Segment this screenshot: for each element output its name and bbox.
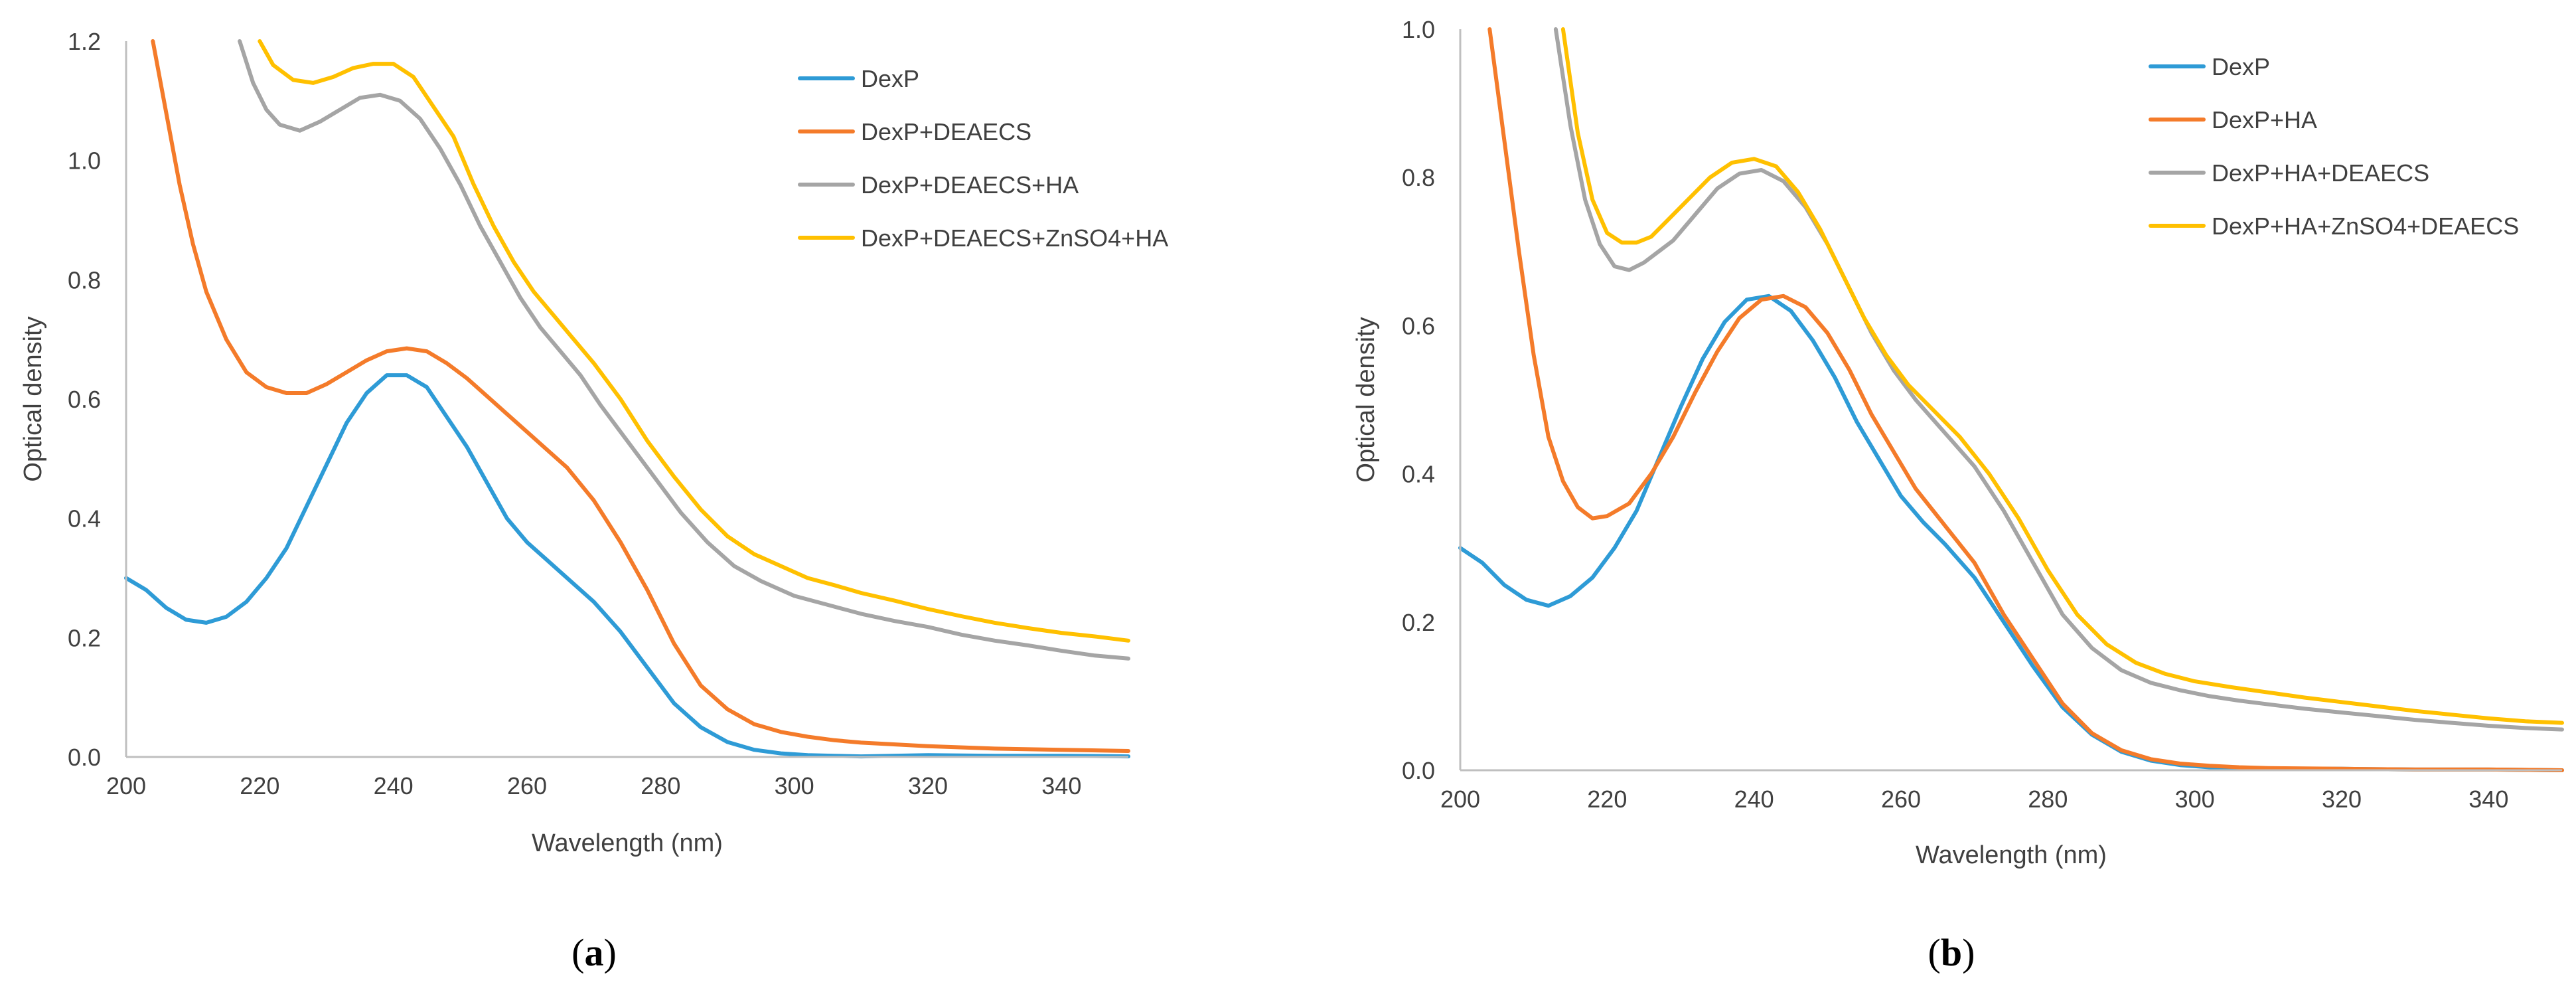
chart-a-x-tick-label: 220 — [240, 772, 279, 799]
chart-b-x-tick-label: 340 — [2468, 786, 2508, 813]
chart-b-y-tick-label: 0.0 — [1402, 757, 1435, 784]
chart-b-x-ticks: 200 220 240 260 280 300 320 340 — [1440, 786, 2508, 813]
chart-b-plot-area — [1458, 27, 2564, 772]
chart-a-x-tick-label: 200 — [106, 772, 146, 799]
chart-a-y-axis-title: Optical density — [19, 316, 47, 481]
chart-b-x-tick-label: 320 — [2322, 786, 2362, 813]
chart-a-caption-letter: a — [585, 931, 604, 974]
chart-a-x-tick-label: 280 — [641, 772, 680, 799]
chart-b-x-tick-label: 240 — [1734, 786, 1774, 813]
chart-b-series-line-2 — [1487, 27, 2564, 772]
chart-a-legend-label: DexP — [861, 65, 919, 92]
chart-a-y-tick-label: 0.0 — [68, 744, 101, 771]
chart-a-legend-label: DexP+DEAECS+ZnSO4+HA — [861, 224, 1168, 252]
chart-b-x-tick-label: 280 — [2028, 786, 2068, 813]
chart-b: 200 220 240 260 280 300 320 340 0.0 0.2 0.4 0.6 0.8… — [1352, 16, 2564, 974]
chart-b-legend-label: DexP+HA+ZnSO4+DEAECS — [2212, 212, 2519, 240]
chart-b-legend-label: DexP+HA+DEAECS — [2212, 159, 2429, 187]
chart-a-x-tick-label: 340 — [1041, 772, 1081, 799]
chart-b-legend: DexP DexP+HA DexP+HA+DEAECS DexP+HA+ZnSO4+D… — [2149, 53, 2519, 240]
chart-b-y-tick-label: 0.8 — [1402, 164, 1435, 191]
chart-a-y-tick-label: 0.4 — [68, 505, 101, 533]
chart-b-x-tick-label: 220 — [1587, 786, 1627, 813]
chart-b-y-tick-label: 0.4 — [1402, 461, 1435, 488]
chart-a-x-axis-title: Wavelength (nm) — [532, 829, 723, 857]
chart-a-y-tick-label: 0.8 — [68, 266, 101, 293]
chart-b-x-axis-title: Wavelength (nm) — [1916, 841, 2107, 869]
chart-a-x-tick-label: 320 — [908, 772, 948, 799]
chart-a-series-line-4 — [258, 39, 1130, 643]
chart-b-y-tick-label: 1.0 — [1402, 16, 1435, 43]
chart-a-series-line-2 — [151, 39, 1130, 753]
chart-b-y-tick-label: 0.2 — [1402, 609, 1435, 636]
chart-a-x-tick-label: 240 — [374, 772, 414, 799]
chart-a-x-tick-label: 300 — [775, 772, 814, 799]
chart-a-legend-label: DexP+DEAECS+HA — [861, 171, 1079, 199]
chart-a-caption-open: ( — [571, 931, 584, 974]
chart-b-legend-label: DexP — [2212, 53, 2270, 80]
chart-a-x-ticks: 200 220 240 260 280 300 320 340 — [106, 772, 1081, 799]
chart-a-y-tick-label: 0.2 — [68, 624, 101, 651]
chart-a-y-ticks: 0.0 0.2 0.4 0.6 0.8 1.0 1.2 — [68, 28, 101, 771]
chart-a-legend-label: DexP+DEAECS — [861, 118, 1031, 145]
chart-b-series-line-4 — [1560, 27, 2564, 725]
chart-b-series-line-3 — [1553, 27, 2564, 732]
chart-b-caption: (b) — [1928, 931, 1975, 974]
chart-b-caption-open: ( — [1928, 931, 1941, 974]
chart-a-y-tick-label: 1.0 — [68, 147, 101, 175]
chart-b-legend-label: DexP+HA — [2212, 106, 2317, 133]
chart-b-y-tick-label: 0.6 — [1402, 312, 1435, 339]
chart-a-caption-close: ) — [604, 931, 617, 974]
chart-b-y-axis-title: Optical density — [1352, 317, 1380, 482]
chart-b-y-ticks: 0.0 0.2 0.4 0.6 0.8 1.0 — [1402, 16, 1435, 784]
chart-a-series-line-3 — [238, 39, 1130, 661]
chart-b-x-tick-label: 260 — [1881, 786, 1921, 813]
chart-a-caption: (a) — [571, 931, 617, 974]
chart-a-x-tick-label: 260 — [507, 772, 547, 799]
chart-a-y-tick-label: 1.2 — [68, 28, 101, 55]
chart-b-x-tick-label: 200 — [1440, 786, 1480, 813]
chart-a-plot-area — [124, 39, 1130, 759]
chart-b-x-tick-label: 300 — [2175, 786, 2215, 813]
chart-b-caption-close: ) — [1962, 931, 1975, 974]
chart-b-caption-letter: b — [1941, 931, 1962, 974]
chart-a: 200 220 240 260 280 300 320 340 0.0 0.2 0.4 0.6 0.8… — [19, 28, 1168, 974]
chart-a-y-tick-label: 0.6 — [68, 386, 101, 413]
chart-a-series-line-1 — [124, 373, 1130, 759]
chart-a-legend: DexP DexP+DEAECS DexP+DEAECS+HA DexP+DEAECS… — [798, 65, 1168, 252]
